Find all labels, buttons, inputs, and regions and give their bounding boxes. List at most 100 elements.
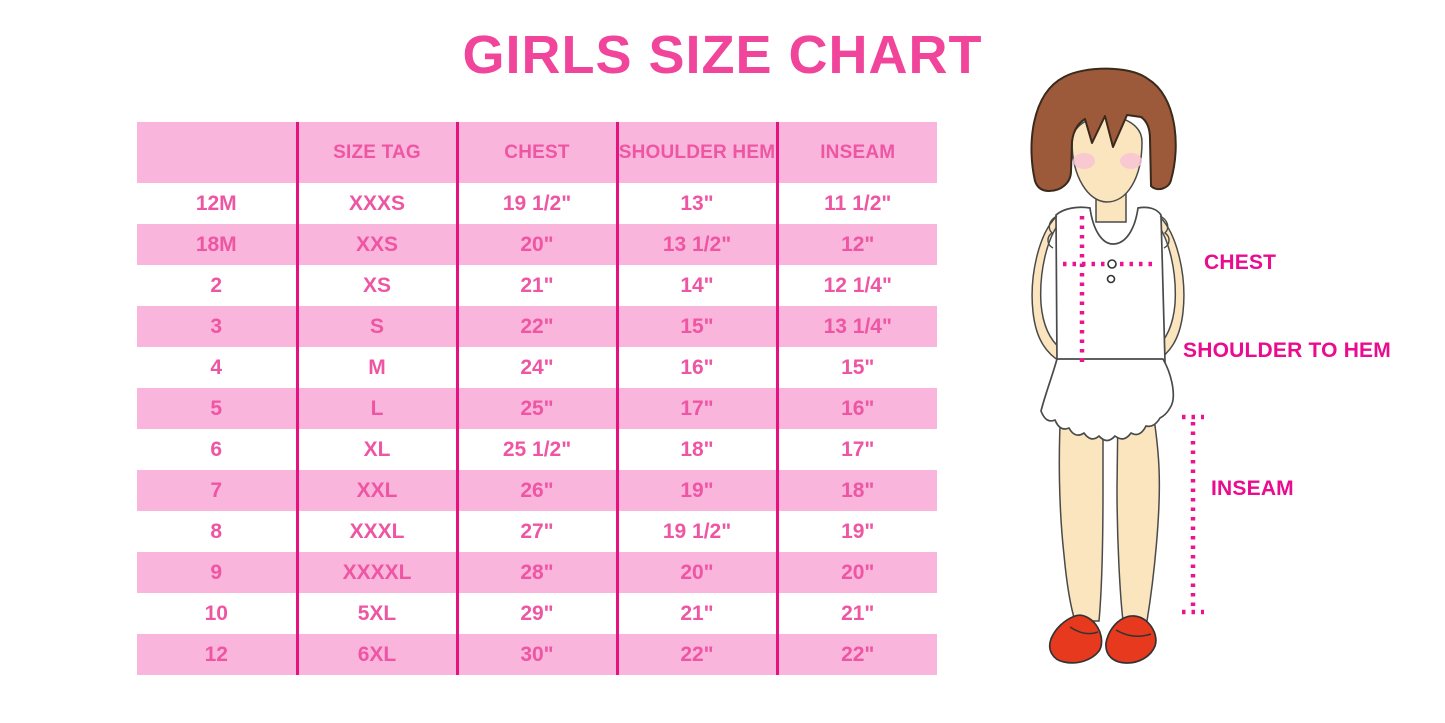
column-header-inseam: INSEAM bbox=[775, 122, 937, 183]
table-cell: XXL bbox=[295, 470, 457, 511]
table-cell: 20" bbox=[775, 552, 937, 593]
table-cell: 12M bbox=[195, 191, 237, 215]
top-bodice bbox=[1055, 206, 1166, 363]
table-cell: 25 1/2" bbox=[455, 429, 617, 470]
inseam-measurement-label: INSEAM bbox=[1211, 477, 1294, 500]
table-cell: 27" bbox=[455, 511, 617, 552]
table-cell: 3 bbox=[137, 306, 297, 347]
blush-right bbox=[1120, 153, 1142, 169]
table-cell: 19" bbox=[615, 470, 777, 511]
left-shoe bbox=[1048, 614, 1103, 664]
table-row: 2 XS 21" 14" 12 1/4" bbox=[137, 265, 937, 306]
table-row: 12 6XL 30" 22" 22" bbox=[137, 634, 937, 675]
table-cell: 22" bbox=[455, 306, 617, 347]
hair bbox=[1030, 67, 1177, 192]
table-cell: XL bbox=[295, 429, 457, 470]
table-cell: 19 1/2" bbox=[615, 511, 777, 552]
right-shoe-strap bbox=[1115, 629, 1152, 637]
table-cell: 19" bbox=[775, 511, 937, 552]
table-cell: 17" bbox=[615, 388, 777, 429]
table-cell: 14" bbox=[615, 265, 777, 306]
blush-left bbox=[1073, 153, 1095, 169]
top-button-upper bbox=[1107, 259, 1117, 269]
table-cell: 26" bbox=[455, 470, 617, 511]
skirt bbox=[1040, 358, 1175, 442]
table-cell: 20" bbox=[615, 552, 777, 593]
table-row: 4 M 24" 16" 15" bbox=[137, 347, 937, 388]
table-cell: 30" bbox=[455, 634, 617, 675]
column-header-chest: CHEST bbox=[455, 122, 617, 183]
table-cell: 20" bbox=[455, 224, 617, 265]
top-button-lower bbox=[1106, 274, 1116, 284]
table-cell: 8 bbox=[210, 519, 223, 543]
table-cell: 13 1/2" bbox=[615, 224, 777, 265]
table-cell: 25" bbox=[455, 388, 617, 429]
table-cell: 7 bbox=[137, 470, 297, 511]
table-cell: 21" bbox=[775, 593, 937, 634]
table-row: 7 XXL 26" 19" 18" bbox=[137, 470, 937, 511]
table-row: 10 5XL 29" 21" 21" bbox=[137, 593, 937, 634]
table-cell: 21" bbox=[455, 265, 617, 306]
right-shoe bbox=[1105, 615, 1157, 664]
table-row: 18M XXS 20" 13 1/2" 12" bbox=[137, 224, 937, 265]
table-row: 6 XL 25 1/2" 18" 17" bbox=[137, 429, 937, 470]
table-cell: 13" bbox=[615, 183, 777, 224]
chest-measurement-label: CHEST bbox=[1204, 251, 1277, 274]
table-cell: 21" bbox=[615, 593, 777, 634]
table-cell: 11 1/2" bbox=[775, 183, 937, 224]
header-row: SIZE TAG CHEST SHOULDER HEM INSEAM bbox=[137, 122, 937, 183]
table-cell: 18" bbox=[775, 470, 937, 511]
size-table: SIZE TAG CHEST SHOULDER HEM INSEAM 12M XX… bbox=[137, 122, 937, 675]
table-row: 5 L 25" 17" 16" bbox=[137, 388, 937, 429]
table-cell: 15" bbox=[615, 306, 777, 347]
table-cell: XS bbox=[295, 265, 457, 306]
table-cell: 24" bbox=[455, 347, 617, 388]
left-shoulder-ruffle bbox=[1047, 215, 1058, 249]
table-cell: XXXXL bbox=[295, 552, 457, 593]
table-cell: 4 bbox=[210, 355, 223, 379]
table-cell: 22" bbox=[775, 634, 937, 675]
table-cell: 29" bbox=[455, 593, 617, 634]
table-cell: 15" bbox=[775, 347, 937, 388]
table-cell: 16" bbox=[615, 347, 777, 388]
left-leg bbox=[1058, 405, 1104, 622]
table-body: 12M XXXS 19 1/2" 13" 11 1/2" 18M XXS 20" 13 1/2… bbox=[137, 183, 937, 675]
table-cell: S bbox=[295, 306, 457, 347]
table-cell: 12 bbox=[137, 634, 297, 675]
table-cell: 6 bbox=[210, 437, 223, 461]
right-leg bbox=[1116, 405, 1161, 622]
table-cell: 12" bbox=[775, 224, 937, 265]
right-shoulder-ruffle bbox=[1159, 215, 1170, 249]
table-cell: XXXL bbox=[295, 511, 457, 552]
left-shoe-strap bbox=[1069, 626, 1099, 635]
column-header-shoulder-hem: SHOULDER HEM bbox=[615, 122, 777, 183]
table-cell: XXS bbox=[295, 224, 457, 265]
table-cell: 6XL bbox=[295, 634, 457, 675]
column-header-size-tag: SIZE TAG bbox=[295, 122, 457, 183]
table-cell: 18" bbox=[615, 429, 777, 470]
table-cell: 16" bbox=[775, 388, 937, 429]
page-title: GIRLS SIZE CHART bbox=[462, 25, 983, 85]
table-cell: 22" bbox=[615, 634, 777, 675]
table-cell: 19 1/2" bbox=[455, 183, 617, 224]
table-cell: 2 bbox=[210, 273, 223, 297]
table-cell: 5XL bbox=[295, 593, 457, 634]
girl-figure-illustration bbox=[1030, 67, 1204, 664]
table-row: 9 XXXXL 28" 20" 20" bbox=[137, 552, 937, 593]
column-header-blank bbox=[137, 122, 297, 183]
table-row: 8 XXXL 27" 19 1/2" 19" bbox=[137, 511, 937, 552]
table-header: SIZE TAG CHEST SHOULDER HEM INSEAM bbox=[137, 122, 937, 183]
table-cell: XXXS bbox=[295, 183, 457, 224]
table-cell: 10 bbox=[204, 601, 228, 625]
table-row: 12M XXXS 19 1/2" 13" 11 1/2" bbox=[137, 183, 937, 224]
table-cell: L bbox=[295, 388, 457, 429]
table-cell: 5 bbox=[137, 388, 297, 429]
table-cell: 17" bbox=[775, 429, 937, 470]
table-cell: 28" bbox=[455, 552, 617, 593]
table-row: 3 S 22" 15" 13 1/4" bbox=[137, 306, 937, 347]
table-cell: 13 1/4" bbox=[775, 306, 937, 347]
table-cell: 9 bbox=[137, 552, 297, 593]
table-cell: M bbox=[295, 347, 457, 388]
table-cell: 18M bbox=[137, 224, 297, 265]
